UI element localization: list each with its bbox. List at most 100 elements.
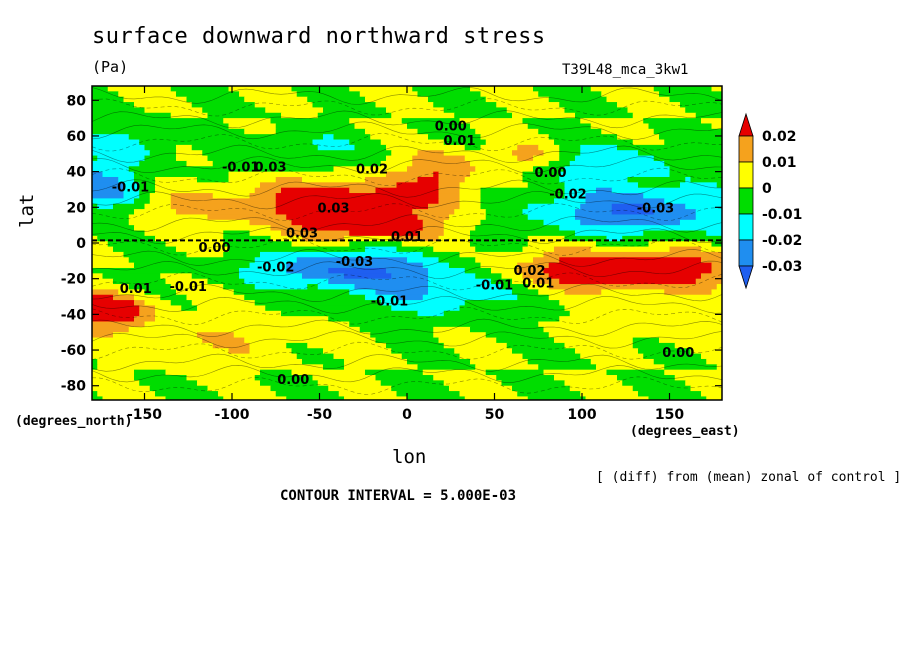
field-cell: [97, 203, 114, 210]
field-cell: [349, 289, 377, 296]
field-cell: [438, 171, 471, 178]
colorbar-label: 0: [762, 181, 772, 197]
field-cell: [317, 284, 356, 290]
field-cell: [428, 284, 503, 290]
field-cell: [176, 209, 277, 216]
field-cell: [307, 342, 387, 349]
field-cell: [701, 353, 722, 360]
field-cell: [92, 278, 114, 285]
field-cell: [228, 348, 251, 355]
field-cell: [428, 278, 492, 285]
field-cell: [323, 107, 387, 114]
field-cell: [134, 375, 188, 381]
field-cell: [354, 123, 408, 130]
field-cell: [349, 321, 539, 328]
field-cell: [559, 316, 722, 323]
field-cell: [223, 241, 293, 248]
field-cell: [286, 267, 329, 274]
field-cell: [475, 257, 534, 264]
field-cell: [344, 396, 408, 400]
field-cell: [475, 273, 503, 280]
field-cell: [113, 246, 177, 253]
field-cell: [396, 294, 424, 301]
field-cell: [92, 284, 130, 290]
field-cell: [501, 273, 524, 280]
field-cell: [281, 187, 350, 194]
field-cell: [543, 219, 581, 226]
field-cell: [228, 246, 366, 253]
field-cell: [207, 214, 287, 221]
field-cell: [711, 289, 722, 296]
field-cell: [575, 214, 697, 221]
run-label: T39L48_mca_3kw1: [562, 62, 689, 78]
contour-label: 0.02: [513, 264, 545, 279]
field-cell: [701, 118, 722, 125]
field-cell: [606, 96, 671, 103]
field-cell: [134, 102, 193, 109]
colorbar-swatch: [738, 161, 754, 189]
field-cell: [155, 235, 224, 242]
field-cell: [92, 353, 298, 360]
field-cell: [669, 246, 702, 253]
field-cell: [365, 246, 398, 253]
field-cell: [391, 112, 455, 119]
field-cell: [606, 235, 623, 242]
field-cell: [176, 155, 209, 162]
field-cell: [695, 112, 722, 119]
field-cell: [249, 262, 287, 269]
field-cell: [464, 396, 529, 400]
field-cell: [323, 134, 335, 141]
field-cell: [97, 364, 324, 371]
field-cell: [97, 391, 156, 398]
field-cell: [92, 246, 114, 253]
field-cell: [443, 107, 508, 114]
field-cell: [417, 230, 445, 237]
contour-label: 0.00: [435, 120, 467, 135]
field-cell: [270, 235, 303, 242]
colorbar-cap-bottom: [738, 265, 754, 290]
field-cell: [139, 310, 156, 317]
field-cell: [527, 358, 592, 365]
field-cell: [596, 241, 650, 248]
field-cell: [244, 128, 277, 135]
field-cell: [328, 278, 429, 285]
field-cell: [365, 294, 398, 301]
field-cell: [575, 112, 634, 119]
field-cell: [438, 193, 461, 199]
field-cell: [144, 300, 172, 307]
field-cell: [92, 209, 135, 216]
field-cell: [412, 209, 455, 216]
field-cell: [349, 187, 377, 194]
field-cell: [522, 209, 576, 216]
field-cell: [522, 353, 581, 360]
field-cell: [191, 144, 319, 151]
field-cell: [491, 267, 518, 274]
field-cell: [92, 375, 135, 381]
field-cell: [270, 385, 329, 392]
field-cell: [228, 86, 293, 92]
field-cell: [711, 267, 722, 274]
field-cell: [459, 305, 566, 312]
field-cell: [501, 284, 529, 290]
field-cell: [291, 86, 350, 92]
field-cell: [249, 230, 282, 237]
contour-line: [92, 353, 722, 372]
field-cell: [317, 112, 392, 119]
field-cell: [407, 257, 440, 264]
field-cell: [144, 230, 224, 237]
field-cell: [428, 289, 513, 296]
contour-line: [92, 330, 722, 349]
field-cell: [548, 134, 618, 141]
field-cell: [312, 139, 350, 146]
field-cell: [559, 155, 576, 162]
field-cell: [638, 150, 722, 157]
field-cell: [139, 139, 314, 146]
field-cell: [653, 358, 707, 365]
field-cell: [239, 273, 303, 280]
field-cell: [102, 396, 167, 400]
field-cell: [617, 375, 676, 381]
field-cell: [344, 358, 408, 365]
field-cell: [527, 214, 576, 221]
field-cell: [92, 396, 104, 400]
field-cell: [622, 380, 686, 387]
